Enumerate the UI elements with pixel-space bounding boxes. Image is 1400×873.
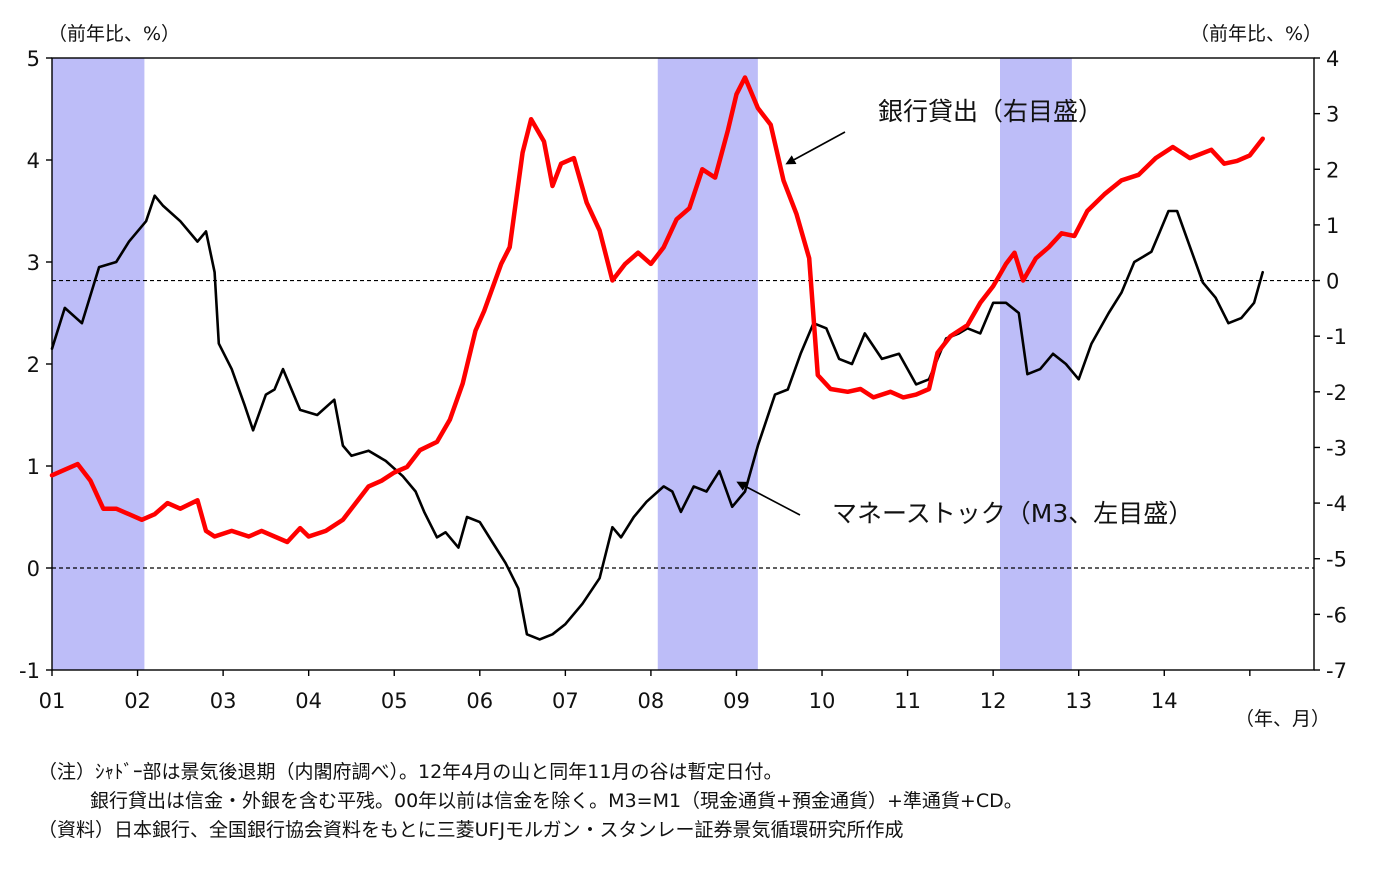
x-axis: 01 02 03 04 05 06 07 08 09 10 11 12 13 14 [39,670,1251,713]
right-tick-label-2: 2 [1326,158,1339,182]
left-tick-label-2: 3 [27,251,40,275]
right-tick-label-9: -5 [1326,548,1347,572]
x-tick-label-8: 09 [723,689,750,713]
right-tick-label-8: -4 [1326,492,1347,516]
x-tick-label-13: 14 [1151,689,1178,713]
left-tick-label-3: 2 [27,353,40,377]
x-tick-label-3: 04 [295,689,322,713]
x-tick-label-2: 03 [210,689,237,713]
right-tick-label-11: -7 [1326,659,1347,683]
left-tick-label-5: 0 [27,557,40,581]
right-tick-label-5: -1 [1326,325,1347,349]
right-tick-label-0: 4 [1326,47,1339,71]
x-axis-unit-label: （年、月） [1235,708,1330,730]
note-lending-definition: 銀行貸出は信金・外銀を含む平残。00年以前は信金を除く。M3=M1（現金通貨+預… [90,790,1023,812]
annotation-bank-lending: 銀行貸出（右目盛） [878,97,1103,126]
recession-band-1 [657,58,758,670]
right-axis-unit-label: （前年比、%） [1190,23,1322,45]
x-tick-label-9: 10 [809,689,836,713]
right-tick-label-10: -6 [1326,603,1347,627]
left-axis: 5 4 3 2 1 0 -1 [19,47,52,683]
left-axis-unit-label: （前年比、%） [48,23,180,45]
x-tick-label-7: 08 [638,689,665,713]
right-axis: 4 3 2 1 0 -1 -2 -3 -4 -5 -6 -7 [1314,47,1347,683]
chart-notes: （注）ｼｬﾄﾞｰ部は景気後退期（内閣府調べ）。12年4月の山と同年11月の谷は暫… [38,758,1023,845]
right-tick-label-6: -2 [1326,381,1347,405]
series-line-money-stock [50,194,1264,641]
left-tick-label-1: 4 [27,149,40,173]
series-lines [49,75,1265,641]
series-line-bank-lending [49,75,1265,545]
right-tick-label-7: -3 [1326,436,1347,460]
annotation-arrow-money-stock [736,481,801,516]
x-tick-label-11: 12 [980,689,1007,713]
note-shading: （注）ｼｬﾄﾞｰ部は景気後退期（内閣府調べ）。12年4月の山と同年11月の谷は暫… [38,761,783,783]
x-tick-label-5: 06 [466,689,493,713]
right-tick-label-3: 1 [1326,214,1339,238]
recession-band-2 [999,58,1072,670]
x-tick-label-1: 02 [124,689,151,713]
x-tick-label-10: 11 [894,689,921,713]
x-tick-label-6: 07 [552,689,579,713]
left-tick-label-0: 5 [27,47,40,71]
recession-band-0 [52,58,145,670]
zero-reference-lines [52,279,1314,569]
note-source: （資料）日本銀行、全国銀行協会資料をもとに三菱UFJモルガン・スタンレー証券景気… [38,819,904,841]
right-tick-label-4: 0 [1326,270,1339,294]
annotation-arrow-bank-lending [785,131,846,165]
x-tick-label-12: 13 [1065,689,1092,713]
x-tick-label-4: 05 [381,689,408,713]
right-tick-label-1: 3 [1326,103,1339,127]
left-tick-label-4: 1 [27,455,40,479]
annotation-money-stock: マネーストック（M3、左目盛） [832,499,1193,528]
x-tick-label-0: 01 [39,689,66,713]
left-tick-label-6: -1 [19,659,40,683]
